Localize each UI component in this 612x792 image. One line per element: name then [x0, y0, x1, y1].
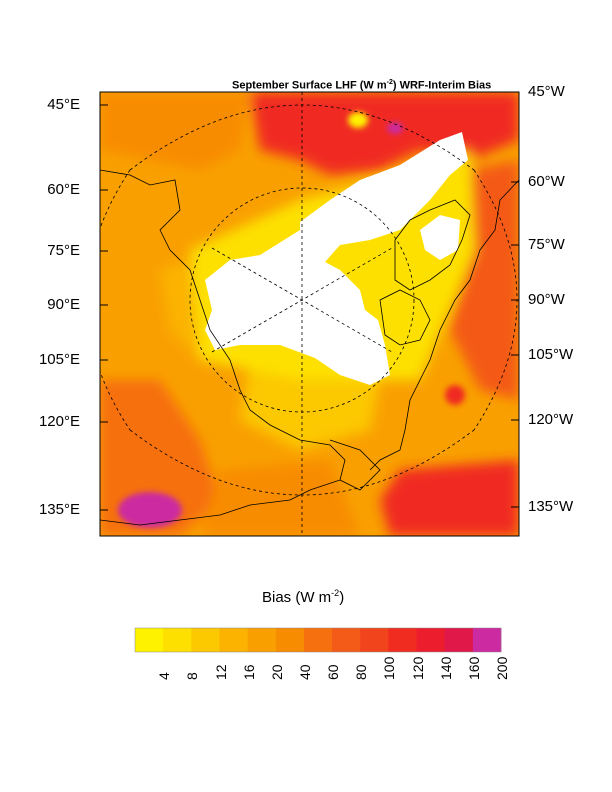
coastline-alaska — [329, 439, 381, 491]
colorbar-tick-label: 80 — [353, 664, 370, 680]
very-high-bias-spot-top — [348, 112, 368, 128]
lon-label-left: 60°E — [47, 181, 80, 198]
colorbar-tick-label: 40 — [296, 664, 313, 680]
very-high-bias-spot-left — [118, 492, 182, 528]
colorbar-swatch — [247, 628, 277, 652]
colorbar-tick-label: 200 — [494, 656, 510, 680]
colorbar-tick-label: 60 — [325, 664, 342, 680]
colorbar-tick-label: 20 — [268, 664, 285, 680]
colorbar-swatch — [388, 628, 417, 652]
colorbar-tick-label: 140 — [437, 656, 454, 680]
colorbar-tick-label: 16 — [240, 664, 257, 680]
very-high-bias-spot-top-right — [387, 122, 403, 134]
colorbar-swatch — [472, 628, 502, 652]
colorbar-title: Bias (W m-2) — [262, 588, 345, 606]
lon-label-right: 90°W — [528, 291, 565, 308]
greenland-interior — [420, 215, 460, 260]
colorbar-tick-label: 160 — [465, 656, 482, 680]
colorbar-swatch — [416, 628, 446, 652]
high-bias-spot-right — [445, 385, 465, 405]
colorbar-tick-label: 4 — [156, 672, 173, 680]
lon-label-left: 105°E — [38, 351, 80, 368]
high-bias-region-top-left — [100, 92, 250, 170]
lon-label-right: 75°W — [528, 236, 565, 253]
colorbar-swatch — [191, 628, 220, 652]
colorbar-swatch — [444, 628, 474, 652]
coastline-islands-right — [379, 289, 431, 346]
map-title: September Surface LHF (W m-2) WRF-Interi… — [232, 79, 492, 92]
lon-label-right: 45°W — [528, 83, 565, 100]
colorbar-tick-label: 100 — [381, 656, 398, 680]
colorbar-tick-label: 120 — [409, 656, 426, 680]
colorbar-swatch — [163, 628, 192, 652]
colorbar-swatch — [275, 628, 305, 652]
lon-label-left: 45°E — [47, 96, 80, 113]
lon-label-right: 105°W — [528, 346, 574, 363]
lon-label-right: 135°W — [528, 498, 574, 515]
latitude-circle — [189, 187, 415, 413]
lon-label-left: 135°E — [38, 501, 80, 518]
colorbar — [134, 627, 502, 653]
coastline-greenland — [394, 199, 471, 291]
latitude-arc — [129, 104, 475, 171]
lon-label-left: 120°E — [38, 413, 80, 430]
colorbar-swatch — [219, 628, 249, 652]
colorbar-tick-label: 8 — [184, 672, 201, 680]
latitude-arc — [129, 429, 475, 496]
moderate-bias-bottom — [200, 460, 360, 536]
lon-label-left: 75°E — [47, 242, 80, 259]
lon-label-right: 120°W — [528, 411, 574, 428]
colorbar-swatch — [360, 628, 389, 652]
lon-label-right: 60°W — [528, 173, 565, 190]
lon-label-left: 90°E — [47, 296, 80, 313]
meridian-line — [211, 247, 393, 353]
coastline-north-america — [369, 179, 519, 471]
sea-ice-region — [205, 132, 468, 385]
high-bias-region-right — [450, 160, 519, 400]
colorbar-swatch — [332, 628, 361, 652]
colorbar-tick-label: 12 — [212, 664, 229, 680]
colorbar-swatch — [135, 628, 164, 652]
map-frame — [99, 91, 520, 537]
high-bias-region-lower-right — [380, 460, 519, 536]
colorbar-swatch — [303, 628, 333, 652]
latitude-arc — [100, 169, 131, 431]
colorbar-frame — [134, 627, 502, 653]
coastline-eurasia — [100, 169, 346, 526]
